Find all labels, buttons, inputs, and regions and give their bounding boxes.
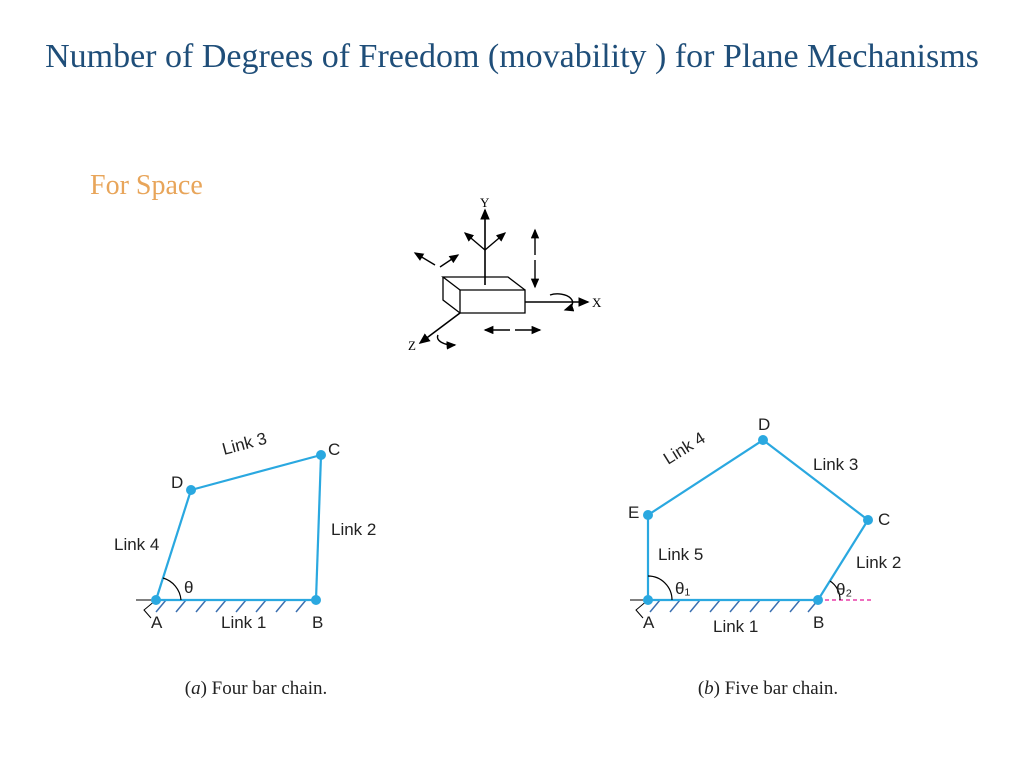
svg-text:D: D — [758, 415, 770, 434]
svg-text:θ: θ — [184, 578, 193, 597]
caption-b: (b) Five bar chain. — [568, 678, 968, 700]
axis-x-label: X — [592, 295, 602, 310]
svg-text:Link 5: Link 5 — [658, 545, 703, 564]
figure-a: A B C D Link 1 Link 2 Link 3 Link 4 θ (a… — [56, 400, 456, 700]
axis-z-label: Z — [408, 338, 416, 353]
axis-y-label: Y — [480, 195, 490, 210]
svg-text:B: B — [813, 613, 824, 632]
page-title: Number of Degrees of Freedom (movability… — [0, 0, 1024, 79]
svg-text:C: C — [878, 510, 890, 529]
svg-text:Link 1: Link 1 — [221, 613, 266, 632]
svg-text:θ₁: θ₁ — [675, 579, 690, 598]
svg-text:A: A — [643, 613, 655, 632]
figure-b: A B C D E Link 1 Link 2 Link 3 Link 4 Li… — [568, 400, 968, 700]
svg-text:Link 4: Link 4 — [114, 535, 159, 554]
subtitle: For Space — [90, 170, 203, 202]
svg-text:A: A — [151, 613, 163, 632]
caption-a: (a) Four bar chain. — [56, 678, 456, 700]
svg-text:C: C — [328, 440, 340, 459]
svg-text:Link 2: Link 2 — [331, 520, 376, 539]
svg-text:B: B — [312, 613, 323, 632]
svg-text:Link 1: Link 1 — [713, 617, 758, 636]
svg-text:Link 4: Link 4 — [660, 428, 709, 468]
svg-text:Link 2: Link 2 — [856, 553, 901, 572]
space-diagram: Y X Z — [360, 195, 620, 365]
svg-text:θ₂: θ₂ — [836, 580, 852, 599]
svg-text:D: D — [171, 473, 183, 492]
ground-hatch — [156, 600, 316, 612]
labels-b: A B C D E Link 1 Link 2 Link 3 Link 4 Li… — [628, 415, 901, 636]
svg-text:Link 3: Link 3 — [813, 455, 858, 474]
svg-text:E: E — [628, 503, 639, 522]
svg-text:Link 3: Link 3 — [220, 429, 269, 459]
ground-hatch-b — [648, 600, 818, 612]
